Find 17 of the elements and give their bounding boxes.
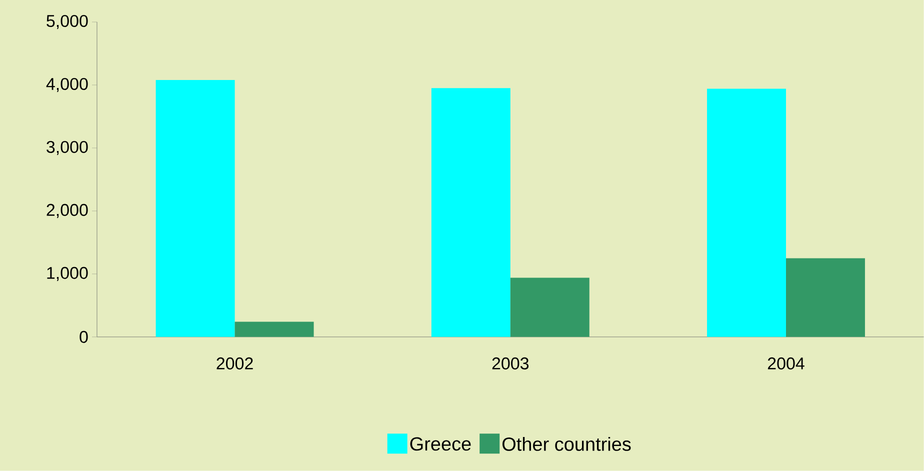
- x-tick-label: 2003: [492, 357, 529, 370]
- y-tick-label: 4,000: [46, 78, 88, 92]
- bar: [786, 258, 865, 337]
- bar: [431, 88, 510, 337]
- x-tick-label: 2004: [768, 357, 804, 370]
- y-tick-label: 0: [80, 330, 88, 343]
- bar: [156, 80, 235, 337]
- y-tick-label: 2,000: [46, 204, 88, 218]
- legend-label: Greece: [410, 437, 471, 451]
- bar: [510, 278, 590, 337]
- y-tick-label: 5,000: [46, 15, 88, 30]
- y-tick-label: 3,000: [46, 140, 88, 156]
- legend-label: Other countries: [502, 437, 631, 451]
- y-tick-label: 1,000: [47, 266, 88, 281]
- x-tick-label: 2002: [216, 357, 253, 370]
- bar: [707, 88, 786, 337]
- bar: [234, 322, 314, 337]
